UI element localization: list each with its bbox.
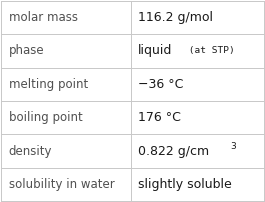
Text: melting point: melting point: [8, 78, 88, 91]
Text: −36 °C: −36 °C: [138, 78, 183, 91]
Text: molar mass: molar mass: [8, 11, 78, 24]
Text: density: density: [8, 145, 52, 158]
Text: solubility in water: solubility in water: [8, 178, 114, 191]
Text: 176 °C: 176 °C: [138, 111, 181, 124]
Text: 0.822 g/cm: 0.822 g/cm: [138, 145, 209, 158]
Text: liquid: liquid: [138, 44, 172, 57]
Text: 3: 3: [230, 142, 236, 151]
Text: slightly soluble: slightly soluble: [138, 178, 232, 191]
Text: boiling point: boiling point: [8, 111, 82, 124]
Text: (at STP): (at STP): [183, 46, 235, 55]
Text: 116.2 g/mol: 116.2 g/mol: [138, 11, 213, 24]
Text: phase: phase: [8, 44, 44, 57]
